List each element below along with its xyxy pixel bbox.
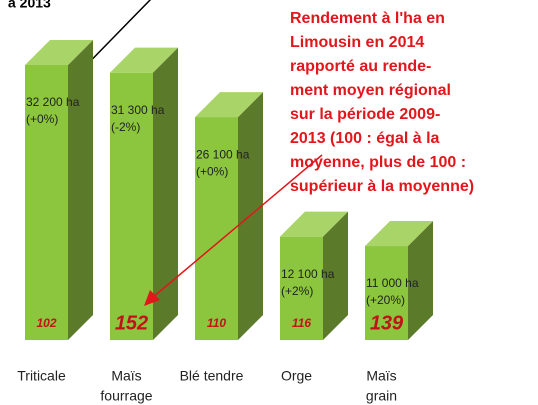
index-label: 110 <box>207 316 226 330</box>
x-tick-label: fourrage <box>100 388 152 404</box>
annotation-line: sur la période 2009- <box>290 106 440 123</box>
x-tick-label: Maïs <box>366 368 396 384</box>
annotation: Rendement à l'ha en Limousin en 2014 rappo… <box>290 10 474 195</box>
change-label: (+2%) <box>281 284 313 298</box>
arrow <box>151 154 323 299</box>
bar-side <box>323 211 348 340</box>
index-label: 116 <box>292 316 311 330</box>
change-label: (+20%) <box>366 293 405 307</box>
annotation-line: rapporté au rende- <box>290 58 431 75</box>
x-tick-label: Orge <box>281 368 312 384</box>
value-label: 26 100 ha <box>196 147 250 161</box>
x-tick-label: Triticale <box>17 368 66 384</box>
bar <box>280 236 323 340</box>
index-label: 152 <box>115 312 148 334</box>
annotation-line: moyenne, plus de 100 : <box>290 154 466 171</box>
x-tick-label: Maïs <box>111 368 141 384</box>
bar-top <box>280 211 348 237</box>
change-label: (-2%) <box>111 120 140 134</box>
bar-side <box>68 40 93 340</box>
value-label: 12 100 ha <box>281 267 335 281</box>
annotation-line: Rendement à l'ha en <box>290 10 445 27</box>
bar <box>195 117 238 340</box>
x-tick-label: grain <box>366 388 397 404</box>
value-label: 32 200 ha <box>26 95 80 109</box>
index-label: 102 <box>36 316 56 330</box>
index-label: 139 <box>370 312 404 334</box>
bar <box>365 246 408 340</box>
top-note: à 2013 <box>8 0 51 11</box>
annotation-line: ment moyen régional <box>290 82 451 99</box>
annotation-line: Limousin en 2014 <box>290 34 424 51</box>
bar-top <box>195 92 263 118</box>
annotation-line: supérieur à la moyenne) <box>290 178 474 195</box>
bar <box>110 72 153 340</box>
change-label: (+0%) <box>196 164 228 178</box>
bar-side <box>408 221 433 340</box>
bar-side <box>153 47 178 340</box>
bar <box>25 65 68 340</box>
annotation-line: 2013 (100 : égal à la <box>290 130 440 147</box>
bar-top <box>25 40 93 65</box>
bar-top <box>365 221 433 247</box>
value-label: 31 300 ha <box>111 103 165 117</box>
arrow-head <box>144 290 160 306</box>
x-tick-label: Blé tendre <box>180 368 244 384</box>
value-label: 11 000 ha <box>366 276 419 290</box>
bars: 32 200 ha (+0%) 102 Triticale 31 300 ha (-2%)… <box>17 40 433 404</box>
change-label: (+0%) <box>26 112 58 126</box>
bar-top <box>110 47 178 73</box>
